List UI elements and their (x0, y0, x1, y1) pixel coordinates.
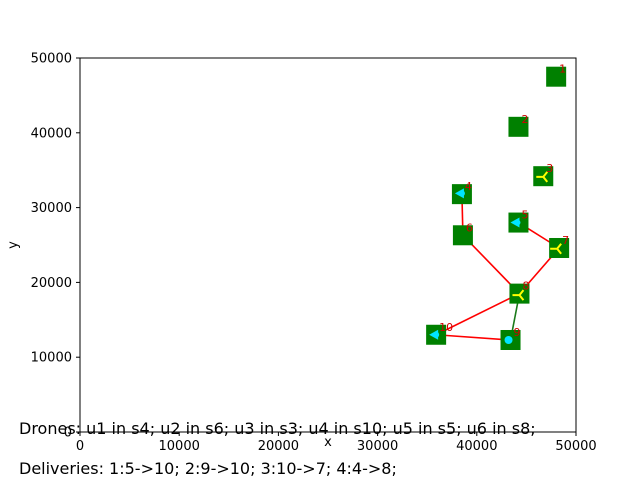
x-tick-label: 20000 (258, 439, 299, 454)
x-axis-label: x (324, 435, 332, 450)
drones-status-text: Drones: u1 in s4; u2 in s6; u3 in s3; u4… (19, 419, 536, 438)
drone-marker (514, 219, 521, 226)
route-line (436, 333, 511, 341)
station-marker (508, 116, 529, 137)
y-tick-label: 40000 (31, 126, 72, 141)
y-tick-label: 50000 (31, 52, 72, 67)
drone-marker (458, 190, 465, 197)
station-marker (452, 225, 473, 246)
y-axis-label: y (6, 241, 21, 249)
drone-marker (512, 289, 525, 301)
drone-marker (504, 335, 513, 344)
y-tick-label: 10000 (31, 351, 72, 366)
station-label: 9 (514, 326, 521, 339)
drone-marker (536, 171, 549, 183)
station-label: 4 (465, 180, 472, 193)
station-label: 10 (439, 321, 453, 334)
x-tick-label: 30000 (357, 439, 398, 454)
station-label: 3 (546, 162, 553, 175)
station-label: 5 (521, 209, 528, 222)
deliveries-status-text: Deliveries: 1:5->10; 2:9->10; 3:10->7; 4… (19, 459, 397, 478)
drone-marker (433, 331, 440, 338)
x-tick-label: 10000 (159, 439, 200, 454)
drone-marker (550, 243, 562, 255)
station-marker (546, 66, 567, 87)
station-label: 1 (559, 63, 566, 76)
station-marker (549, 237, 570, 258)
route-line (435, 292, 520, 336)
x-tick-label: 0 (76, 439, 84, 454)
y-tick-label: 20000 (31, 276, 72, 291)
plot-frame (79, 57, 577, 433)
station-label: 8 (522, 280, 529, 293)
plot-area: 0 10000 20000 30000 40000 50000 0 10000 20000 300… (31, 52, 597, 455)
y-tick-label: 0 (64, 426, 72, 441)
station-label: 2 (521, 113, 528, 126)
station-label: 6 (466, 221, 473, 234)
x-tick-label: 50000 (555, 439, 596, 454)
y-tick-label: 30000 (31, 201, 72, 216)
station-label: 7 (562, 234, 569, 247)
x-tick-label: 40000 (456, 439, 497, 454)
